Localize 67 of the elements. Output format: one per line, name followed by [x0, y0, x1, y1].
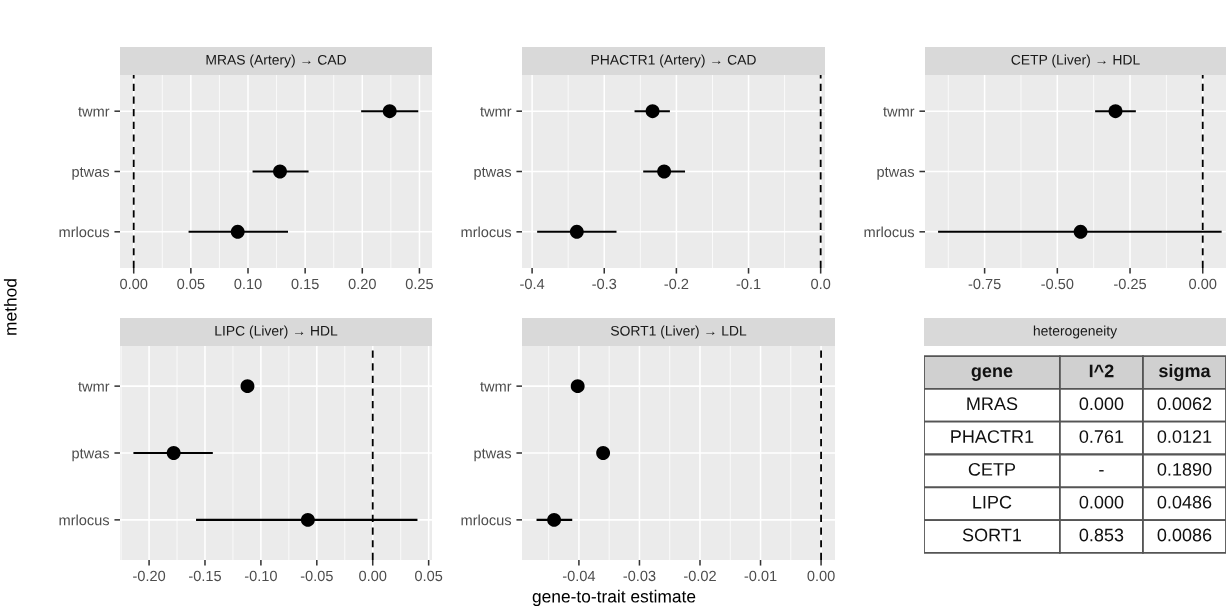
y-tick-label: ptwas	[72, 167, 110, 180]
chart-title: LIPC (Liver) → HDL	[215, 325, 338, 339]
x-tick-label: -0.50	[1041, 278, 1074, 290]
text: 0.000	[1079, 397, 1124, 411]
text: MRAS	[967, 397, 1018, 411]
x-tick-label: 0.00	[1189, 278, 1217, 290]
text: 0.761	[1079, 430, 1124, 443]
x-tick-label: 0.0	[811, 278, 831, 290]
text: PHACTR1	[951, 430, 1034, 443]
y-tick-label: ptwas	[72, 448, 110, 462]
y-tick-label: ptwas	[877, 167, 915, 180]
text: -	[1099, 470, 1104, 472]
x-tick-label: -0.25	[1114, 278, 1147, 290]
y-tick-label: ptwas	[474, 448, 512, 462]
category-label: gene	[971, 367, 1013, 381]
y-tick-label: mrlocus	[864, 226, 915, 238]
x-tick-label: 0.15	[291, 278, 319, 290]
x-tick-label: 0.00	[359, 570, 387, 582]
x-tick-label: 0.25	[405, 278, 434, 290]
x-tick-label: -0.20	[133, 570, 166, 582]
text: 0.000	[1079, 495, 1124, 509]
x-tick-label: -0.2	[664, 278, 689, 290]
text: 0.0086	[1157, 528, 1212, 542]
y-tick-label: twmr	[78, 381, 110, 392]
x-tick-label: -0.04	[562, 570, 596, 582]
y-tick-label: mrlocus	[461, 226, 512, 238]
y-tick-label: twmr	[883, 107, 915, 117]
text: 0.0062	[1157, 397, 1212, 411]
y-tick-label: twmr	[480, 381, 512, 392]
x-tick-label: -0.05	[300, 570, 333, 582]
x-tick-label: 0.10	[234, 278, 262, 290]
y-tick-label: twmr	[480, 107, 512, 117]
x-tick-label: 0.20	[348, 278, 376, 290]
text: 0.0486	[1157, 495, 1212, 509]
x-tick-label: 0.05	[177, 278, 205, 290]
chart-title: SORT1 (Liver) → LDL	[610, 325, 747, 339]
y-tick-label: ptwas	[474, 167, 512, 180]
chart-title: PHACTR1 (Artery) → CAD	[591, 54, 756, 68]
x-tick-label: -0.1	[736, 278, 761, 290]
x-tick-label: -0.4	[520, 278, 545, 290]
x-tick-label: -0.01	[744, 570, 777, 582]
text: 0.1890	[1157, 462, 1212, 476]
x-tick-label: -0.75	[968, 278, 1001, 290]
x-tick-label: 0.05	[415, 570, 443, 582]
y-axis-title: method	[3, 279, 17, 335]
text: heterogeneity	[1033, 325, 1118, 339]
text: LIPC	[973, 495, 1012, 509]
text: CETP	[968, 462, 1016, 476]
x-tick-label: -0.02	[684, 570, 716, 582]
x-axis-title: gene-to-trait estimate	[532, 589, 696, 606]
x-tick-label: -0.10	[244, 570, 277, 582]
y-tick-label: twmr	[78, 107, 110, 117]
x-tick-label: 0.00	[807, 570, 835, 582]
x-tick-label: 0.00	[120, 278, 148, 290]
y-tick-label: mrlocus	[59, 514, 110, 526]
text: 0.0121	[1157, 430, 1212, 443]
text: 0.853	[1079, 528, 1124, 542]
chart-title: CETP (Liver) → HDL	[1011, 54, 1140, 68]
category-label: I^2	[1089, 364, 1114, 378]
text: SORT1	[962, 528, 1022, 542]
chart-title: MRAS (Artery) → CAD	[206, 54, 346, 68]
x-tick-label: -0.15	[189, 570, 221, 582]
y-tick-label: mrlocus	[59, 226, 110, 238]
x-tick-label: -0.3	[592, 278, 617, 290]
x-tick-label: -0.03	[623, 570, 656, 582]
y-tick-label: mrlocus	[461, 514, 512, 526]
category-label: sigma	[1159, 364, 1211, 381]
